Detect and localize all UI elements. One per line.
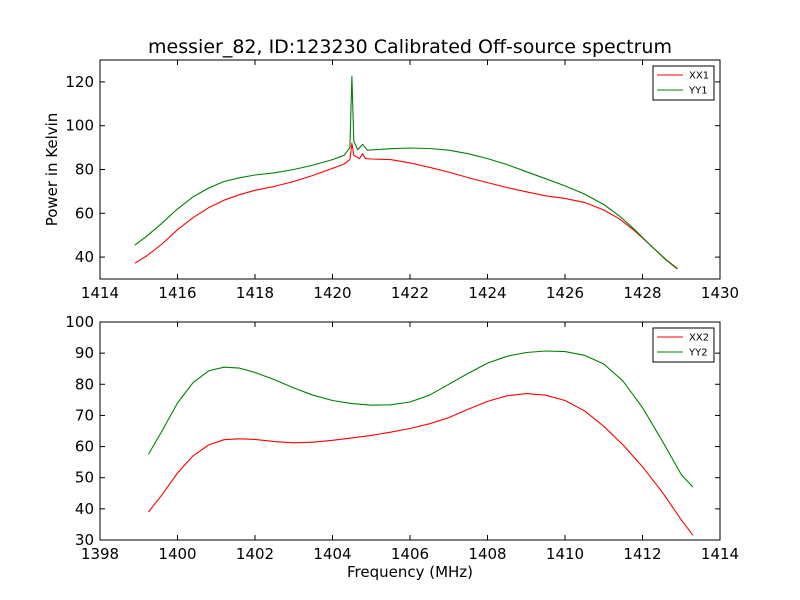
- bottom-x-tick-label: 1406: [391, 545, 429, 563]
- top-legend-label-yy1: YY1: [688, 86, 708, 97]
- bottom-y-tick-label: 60: [75, 438, 94, 456]
- chart-title: messier_82, ID:123230 Calibrated Off-sou…: [148, 36, 672, 58]
- top-x-tick-label: 1418: [236, 284, 274, 302]
- top-y-tick-label: 100: [65, 117, 94, 135]
- top-series-yy1-line: [134, 75, 678, 270]
- bottom-x-axis-label: Frequency (MHz): [347, 563, 473, 581]
- top-x-tick-label: 1416: [158, 284, 196, 302]
- bottom-series-layer: [147, 350, 694, 536]
- top-legend-label-xx1: XX1: [689, 71, 709, 82]
- top-x-tick-label: 1426: [546, 284, 584, 302]
- bottom-legend-box: [652, 327, 715, 363]
- top-panel: 1414 1416 1418 1420 1422 1424 1426 1428 1430 40 60…: [43, 59, 739, 302]
- bottom-panel: 1398 1400 1402 1404 1406 1408 1410 1412 1414 30 40…: [65, 313, 739, 581]
- bottom-y-tick-label: 50: [75, 469, 94, 487]
- bottom-legend-label-yy2: YY2: [688, 348, 708, 359]
- top-y-axis-label: Power in Kelvin: [43, 113, 61, 227]
- bottom-x-tick-label: 1404: [313, 545, 351, 563]
- top-y-tick-label: 60: [75, 204, 94, 222]
- top-y-tick-label: 120: [65, 73, 94, 91]
- bottom-x-tick-label: 1410: [546, 545, 584, 563]
- top-series-layer: [134, 75, 678, 270]
- bottom-x-tick-label: 1402: [236, 545, 274, 563]
- bottom-y-tick-label: 100: [65, 313, 94, 331]
- top-series-xx1-line: [134, 142, 678, 269]
- top-y-tick-label: 80: [75, 161, 94, 179]
- top-legend-box: [652, 65, 715, 101]
- bottom-ticks: 1398 1400 1402 1404 1406 1408 1410 1412 1414 30 40…: [65, 313, 739, 563]
- top-x-tick-label: 1420: [313, 284, 351, 302]
- bottom-y-tick-label: 30: [75, 531, 94, 549]
- bottom-x-tick-label: 1400: [158, 545, 196, 563]
- top-x-tick-label: 1430: [701, 284, 739, 302]
- top-y-tick-label: 40: [75, 248, 94, 266]
- top-x-tick-label: 1424: [468, 284, 506, 302]
- top-x-tick-label: 1414: [81, 284, 119, 302]
- bottom-y-tick-label: 80: [75, 375, 94, 393]
- bottom-y-tick-label: 70: [75, 406, 94, 424]
- bottom-x-tick-label: 1408: [468, 545, 506, 563]
- bottom-y-tick-label: 40: [75, 500, 94, 518]
- bottom-x-tick-label: 1414: [701, 545, 739, 563]
- top-x-tick-label: 1428: [623, 284, 661, 302]
- top-ticks: 1414 1416 1418 1420 1422 1424 1426 1428 1430 40 60…: [65, 60, 739, 302]
- bottom-x-tick-label: 1398: [81, 545, 119, 563]
- bottom-x-tick-label: 1412: [623, 545, 661, 563]
- bottom-y-tick-label: 90: [75, 344, 94, 362]
- bottom-series-xx2-line: [147, 393, 694, 536]
- bottom-series-yy2-line: [147, 350, 694, 488]
- top-x-tick-label: 1422: [391, 284, 429, 302]
- bottom-legend-label-xx2: XX2: [689, 333, 709, 344]
